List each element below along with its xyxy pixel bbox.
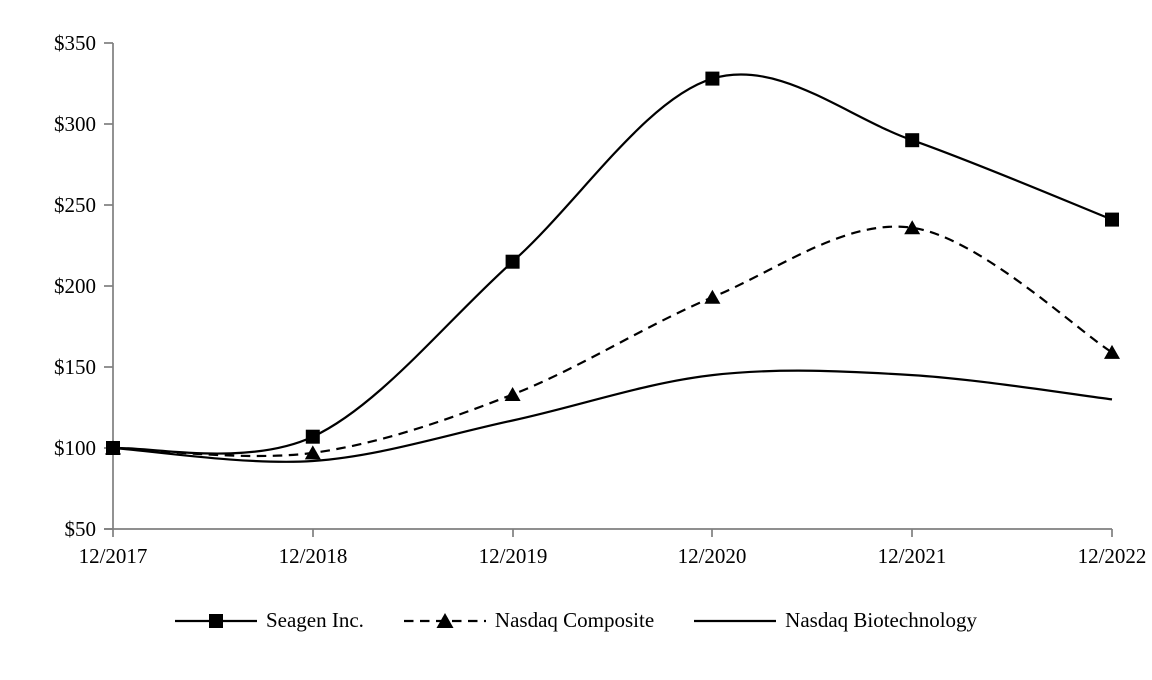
- triangle-marker-icon: [304, 445, 321, 460]
- legend-label: Nasdaq Composite: [494, 608, 655, 632]
- y-tick-label: $100: [54, 436, 96, 460]
- legend: Seagen Inc. Nasdaq Composite Nasdaq Biot…: [0, 608, 1152, 633]
- y-tick-label: $250: [54, 193, 96, 217]
- series-seagen-inc: [106, 71, 1119, 455]
- nasdaq-biotechnology-line: [112, 369, 1113, 463]
- x-tick-label: 12/2019: [479, 544, 548, 568]
- x-axis-labels: 12/2017 12/2018 12/2019 12/2020 12/2021 …: [79, 544, 1147, 568]
- y-tick-label: $50: [65, 517, 97, 541]
- y-tick-label: $300: [54, 112, 96, 136]
- nasdaq-composite-line: [112, 225, 1113, 458]
- y-axis-ticks: [104, 42, 113, 530]
- y-tick-label: $150: [54, 355, 96, 379]
- x-tick-label: 12/2017: [79, 544, 148, 568]
- series-nasdaq-composite: [105, 220, 1120, 460]
- legend-item-nasdaq-composite: Nasdaq Composite: [403, 608, 655, 633]
- triangle-marker-icon: [105, 440, 121, 455]
- triangle-marker-icon: [704, 289, 721, 304]
- y-tick-label: $200: [54, 274, 96, 298]
- square-marker-icon: [905, 133, 920, 148]
- solid-line-swatch-icon: [694, 619, 777, 622]
- solid-line-square-marker-icon: [174, 613, 257, 628]
- x-axis-ticks: [312, 529, 1113, 537]
- legend-label: Seagen Inc.: [265, 608, 364, 632]
- square-marker-icon: [705, 71, 720, 86]
- triangle-marker-icon: [904, 220, 921, 235]
- dashed-line-triangle-marker-icon: [403, 612, 486, 628]
- legend-item-nasdaq-biotechnology: Nasdaq Biotechnology: [694, 608, 977, 633]
- square-marker-icon: [305, 429, 320, 444]
- plot-area: $350 $300 $250 $200 $150 $100 $50 12/201…: [54, 31, 1147, 568]
- x-tick-label: 12/2020: [678, 544, 747, 568]
- y-tick-label: $350: [54, 31, 96, 55]
- y-axis-labels: $350 $300 $250 $200 $150 $100 $50: [54, 31, 96, 541]
- legend-item-seagen: Seagen Inc.: [174, 608, 364, 633]
- x-tick-label: 12/2021: [878, 544, 947, 568]
- x-tick-label: 12/2018: [279, 544, 348, 568]
- x-tick-label: 12/2022: [1078, 544, 1147, 568]
- square-marker-icon: [505, 254, 520, 269]
- triangle-marker-icon: [504, 387, 521, 401]
- triangle-marker-icon: [1104, 344, 1120, 359]
- square-marker-icon: [1105, 212, 1119, 227]
- series-nasdaq-biotechnology: [112, 369, 1113, 463]
- series-layer: [105, 71, 1120, 463]
- legend-label: Nasdaq Biotechnology: [785, 608, 978, 632]
- seagen-inc-line: [112, 73, 1113, 455]
